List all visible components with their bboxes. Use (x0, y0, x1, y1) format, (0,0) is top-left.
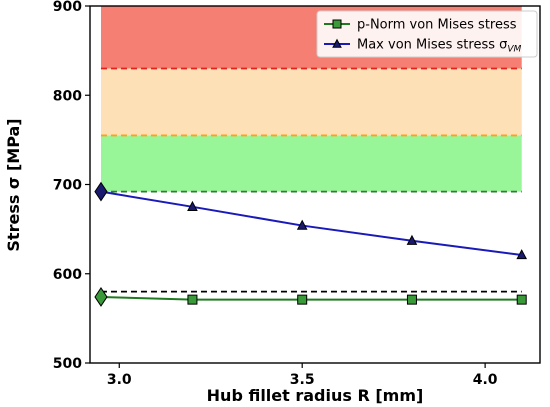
series-1-point-4 (516, 249, 528, 260)
series-1-first-point-marker (94, 181, 108, 202)
legend: p-Norm von Mises stress Max von Mises str… (316, 10, 538, 58)
legend-label-1: Max von Mises stress σVM (357, 38, 522, 55)
band-0 (100, 135, 522, 192)
x-axis-ticks: 3.0 3.5 4.0 (107, 363, 498, 388)
series-0-point-3 (406, 294, 417, 305)
x-tick-label: 4.0 (473, 372, 498, 388)
series-0-point-4 (516, 294, 527, 305)
y-axis-ticks: 500 600 700 800 900 (53, 0, 90, 372)
legend-swatch-marker-1 (332, 38, 342, 48)
series-line-1 (100, 190, 522, 256)
y-tick-label: 500 (53, 356, 82, 372)
y-tick-label: 600 (53, 267, 82, 283)
y-tick-label: 800 (53, 88, 82, 104)
series-1-point-2 (296, 219, 308, 230)
x-tick-label: 3.5 (290, 372, 315, 388)
series-1-point-1 (187, 200, 198, 211)
legend-box (316, 10, 538, 58)
x-tick-label: 3.0 (107, 372, 132, 388)
series-1-point-3 (406, 234, 418, 245)
legend-label-subscript: VM (507, 45, 521, 55)
y-tick-label: 700 (53, 178, 82, 194)
series-0-point-2 (297, 294, 308, 305)
y-axis-title: Stress σ [MPa] (4, 118, 23, 251)
y-tick-label: 900 (53, 0, 82, 15)
series-line-0 (100, 295, 522, 301)
legend-swatch-marker-0 (332, 19, 342, 29)
band-1 (100, 68, 522, 136)
series-layer (94, 181, 528, 307)
series-0-point-1 (187, 294, 198, 305)
series-0-first-point-marker (94, 287, 108, 307)
x-axis-title: Hub fillet radius R [mm] (207, 386, 424, 405)
legend-label-0: p-Norm von Mises stress (357, 18, 517, 33)
